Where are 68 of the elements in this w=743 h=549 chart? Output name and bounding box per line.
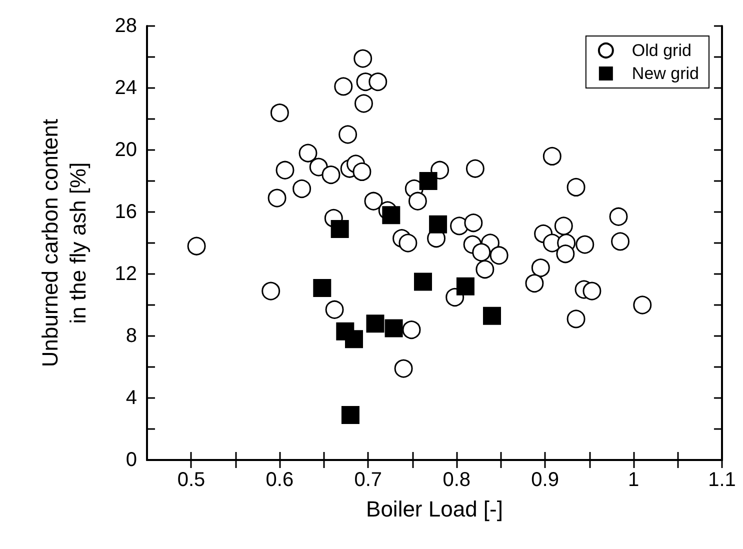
y-tick-label: 24 bbox=[114, 77, 137, 99]
point bbox=[276, 160, 294, 180]
point bbox=[364, 192, 383, 210]
x-tick-label: 0.6 bbox=[266, 469, 294, 491]
point bbox=[419, 172, 438, 190]
x-tick-label: 1 bbox=[628, 469, 640, 491]
point bbox=[262, 282, 280, 300]
point bbox=[394, 359, 413, 378]
legend-label: New grid bbox=[632, 64, 700, 83]
point bbox=[398, 234, 418, 252]
y-tick-label: 12 bbox=[114, 263, 137, 285]
point bbox=[354, 49, 372, 68]
point bbox=[490, 246, 508, 265]
point bbox=[354, 94, 373, 113]
point bbox=[187, 236, 206, 256]
x-tick-label: 0.7 bbox=[354, 469, 382, 491]
x-tick-label: 0.8 bbox=[442, 469, 471, 491]
point bbox=[408, 192, 427, 210]
point bbox=[531, 258, 550, 278]
y-tick-label: 4 bbox=[126, 387, 137, 409]
y-tick-label: 8 bbox=[126, 325, 137, 347]
point bbox=[402, 320, 421, 340]
point bbox=[334, 77, 353, 96]
y-tick-label: 20 bbox=[114, 139, 137, 161]
point bbox=[341, 406, 360, 424]
y-tick-label: 0 bbox=[126, 449, 137, 471]
point bbox=[345, 330, 363, 348]
y-tick-label: 16 bbox=[114, 201, 137, 223]
x-axis-title: Boiler Load [-] bbox=[366, 496, 503, 522]
point bbox=[566, 178, 586, 196]
y-tick-label: 28 bbox=[114, 15, 137, 37]
point bbox=[476, 260, 494, 279]
y-axis-title: Unburned carbon content in the fly ash [%] bbox=[38, 118, 90, 368]
point bbox=[611, 232, 630, 251]
point bbox=[368, 72, 388, 92]
x-tick-label: 0.9 bbox=[531, 469, 559, 491]
point bbox=[483, 306, 501, 325]
point bbox=[464, 214, 483, 232]
point bbox=[298, 144, 318, 162]
point bbox=[414, 272, 432, 291]
point bbox=[382, 206, 400, 224]
point bbox=[466, 159, 484, 178]
point bbox=[330, 220, 349, 238]
point bbox=[313, 278, 332, 297]
point bbox=[542, 146, 562, 166]
point bbox=[609, 207, 628, 226]
point bbox=[429, 215, 448, 234]
point bbox=[582, 282, 602, 300]
point bbox=[566, 310, 586, 328]
point bbox=[292, 180, 312, 198]
point bbox=[322, 166, 340, 184]
point bbox=[456, 277, 474, 296]
point bbox=[352, 162, 372, 181]
point bbox=[268, 188, 286, 208]
point bbox=[556, 244, 575, 264]
x-tick-label: 1.1 bbox=[708, 469, 736, 491]
point bbox=[338, 125, 358, 144]
point bbox=[576, 235, 594, 254]
point bbox=[325, 300, 344, 319]
point bbox=[384, 319, 403, 338]
point bbox=[472, 243, 491, 262]
point bbox=[554, 216, 573, 236]
point bbox=[366, 314, 384, 333]
point bbox=[633, 296, 652, 314]
x-tick-label: 0.5 bbox=[177, 469, 206, 491]
legend-label: Old grid bbox=[632, 41, 692, 60]
point bbox=[525, 274, 544, 293]
point bbox=[270, 104, 289, 122]
